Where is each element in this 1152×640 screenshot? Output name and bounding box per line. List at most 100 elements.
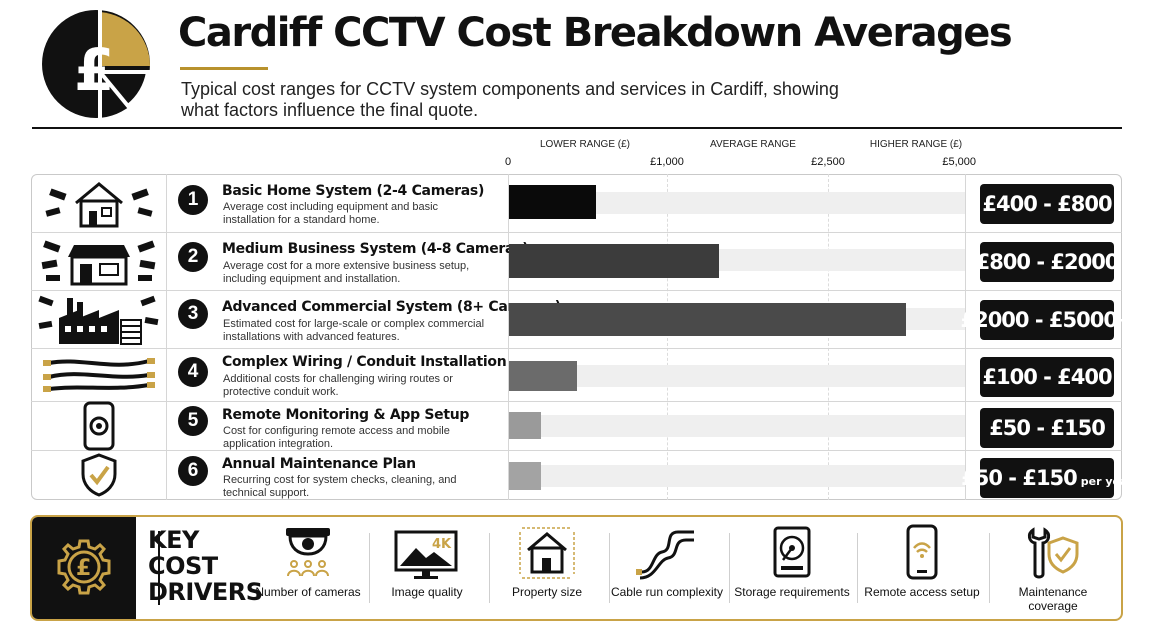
driver-maintenance-coverage: Maintenance coverage [993, 523, 1113, 617]
driver-label: Maintenance coverage [1018, 585, 1088, 613]
smartphone-camera-icon [36, 401, 162, 451]
bar-track [509, 192, 965, 214]
phone-wifi-icon [862, 523, 982, 583]
4k-monitor-icon: 4K [367, 523, 487, 583]
driver-label: Remote access setup [864, 585, 980, 599]
price-range: £50 - £150 [961, 466, 1078, 490]
price-badge: £2000 - £5000+ [960, 300, 1135, 340]
price-range: £400 - £800 [982, 192, 1112, 216]
axis-tick-label: £5,000 [942, 156, 976, 168]
driver-number-of-cameras: Number of cameras [248, 523, 368, 617]
bar-annual-maintenance [509, 462, 541, 490]
grid-line [828, 174, 829, 500]
drivers-divider [158, 531, 160, 605]
row-number-badge: 6 [178, 456, 208, 486]
page-subtitle: Typical cost ranges for CCTV system comp… [181, 79, 839, 120]
drivers-title-line: DRIVERS [148, 578, 263, 606]
driver-storage-requirements: Storage requirements [732, 523, 852, 617]
pound-pie-chart-icon: £ [42, 10, 151, 118]
row-description: Recurring cost for system checks, cleani… [223, 474, 457, 499]
price-range: £2000 - £5000+ [960, 308, 1134, 332]
logo-pound-symbol: £ [74, 36, 114, 104]
driver-label: Property size [511, 585, 583, 599]
price-badge: £100 - £400 [980, 357, 1114, 397]
column-divider [965, 174, 966, 500]
row-description: Estimated cost for large-scale or comple… [223, 318, 485, 343]
row-divider [31, 290, 1122, 291]
row-title: Medium Business System (4-8 Cameras) [222, 241, 529, 257]
axis-header-lower: LOWER RANGE (£) [539, 139, 631, 150]
axis-tick-label: £2,500 [811, 156, 845, 168]
cables-icon [36, 351, 162, 399]
bar-complex-wiring [509, 361, 577, 391]
row-description: Additional costs for challenging wiring … [223, 373, 453, 398]
row-description: Cost for configuring remote access and m… [223, 425, 450, 450]
factory-cameras-icon [36, 293, 162, 347]
drivers-title: KEY COST DRIVERS [148, 527, 263, 605]
house-measure-icon [487, 523, 607, 583]
row-description: Average cost for a more extensive busine… [223, 260, 470, 285]
gear-pound-icon: £ [32, 517, 136, 619]
driver-remote-access-setup: Remote access setup [862, 523, 982, 617]
driver-divider [609, 533, 610, 603]
driver-divider [729, 533, 730, 603]
storefront-cameras-icon [36, 236, 162, 288]
wrench-shield-icon [993, 523, 1113, 583]
row-number-badge: 4 [178, 357, 208, 387]
price-suffix: per year [1080, 474, 1133, 488]
bar-basic-home [509, 185, 596, 219]
driver-label: Cable run complexity [610, 585, 724, 599]
price-badge: £50 - £150 [980, 408, 1114, 448]
dome-camera-people-icon [248, 523, 368, 583]
bar-track [509, 365, 965, 387]
driver-divider [369, 533, 370, 603]
axis-tick-label: 0 [505, 156, 512, 168]
price-badge: £800 - £2000 [976, 242, 1119, 282]
row-divider [31, 348, 1122, 349]
axis-tick-label: £1,000 [650, 156, 684, 168]
row-description: Average cost including equipment and bas… [223, 201, 439, 226]
row-divider [31, 401, 1122, 402]
title-accent-line [180, 67, 268, 70]
key-cost-drivers-panel: £ KEY COST DRIVERS Number of cameras [30, 515, 1123, 621]
bar-track [509, 415, 965, 437]
row-number-badge: 2 [178, 242, 208, 272]
row-title: Remote Monitoring & App Setup [222, 407, 470, 423]
grid-line [667, 174, 668, 500]
drivers-pound-symbol: £ [76, 556, 91, 581]
row-number-badge: 5 [178, 406, 208, 436]
column-divider [166, 174, 167, 500]
column-divider [508, 174, 509, 500]
drivers-title-line: COST [148, 552, 218, 580]
bar-medium-business [509, 244, 719, 278]
row-title: Complex Wiring / Conduit Installation [222, 354, 507, 370]
row-title: Annual Maintenance Plan [222, 456, 416, 472]
row-number-badge: 1 [178, 185, 208, 215]
cable-path-icon [607, 523, 727, 583]
4k-badge: 4K [432, 537, 452, 552]
row-title: Advanced Commercial System (8+ Cameras) [222, 299, 561, 315]
driver-label: Number of cameras [255, 585, 361, 599]
driver-label: Storage requirements [734, 585, 850, 599]
header-divider [32, 127, 1122, 129]
row-divider [31, 232, 1122, 233]
driver-divider [857, 533, 858, 603]
driver-property-size: Property size [487, 523, 607, 617]
bar-track [509, 465, 965, 487]
row-number-badge: 3 [178, 299, 208, 329]
bar-advanced-commercial [509, 303, 906, 336]
driver-divider [989, 533, 990, 603]
house-cameras-icon [36, 178, 162, 230]
bar-remote-monitoring [509, 412, 541, 439]
row-divider [31, 450, 1122, 451]
page-title: Cardiff CCTV Cost Breakdown Averages [178, 10, 1013, 56]
cost-table [31, 174, 1122, 500]
price-range: £100 - £400 [982, 365, 1112, 389]
price-range: £50 - £150 [989, 416, 1106, 440]
shield-check-icon [36, 452, 162, 498]
price-badge: £50 - £150 per year [961, 458, 1133, 498]
hard-drive-icon [732, 523, 852, 583]
price-badge: £400 - £800 [980, 184, 1114, 224]
row-title: Basic Home System (2-4 Cameras) [222, 183, 485, 199]
drivers-title-line: KEY [148, 526, 199, 554]
